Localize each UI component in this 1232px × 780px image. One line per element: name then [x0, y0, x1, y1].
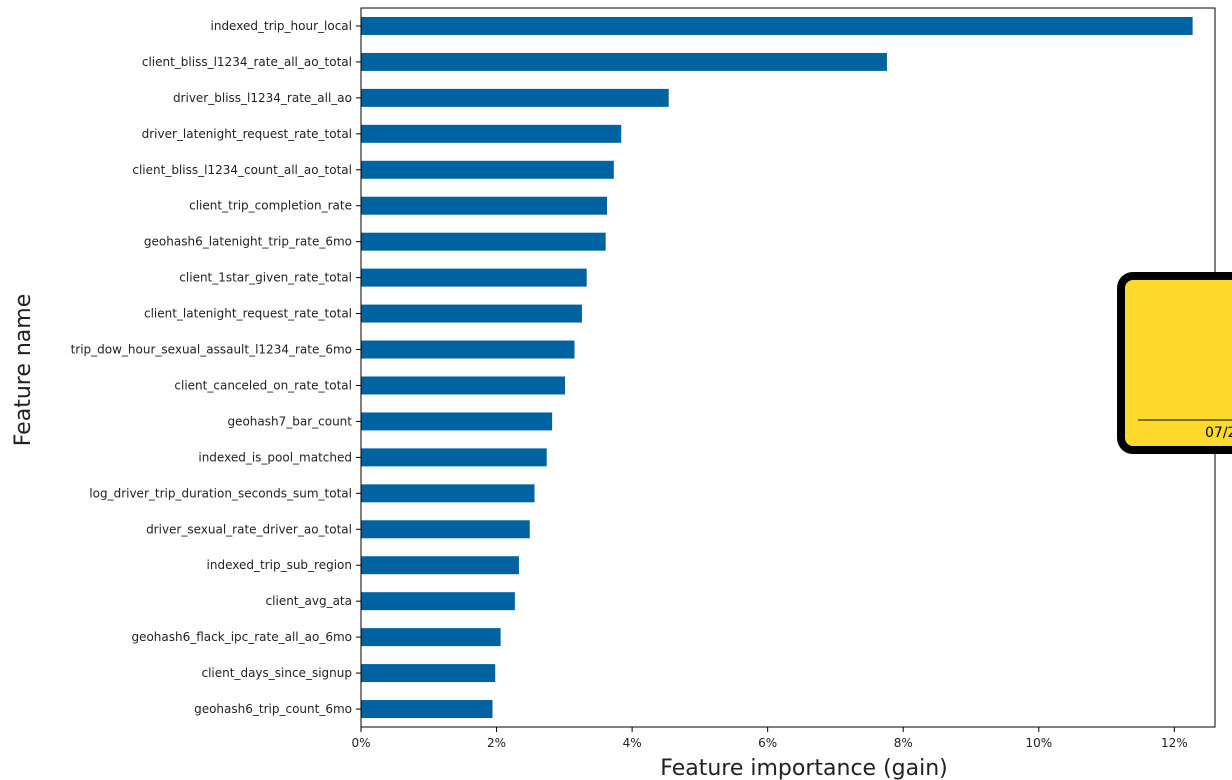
bars-layer	[361, 16, 1193, 719]
x-tick-label: 6%	[758, 736, 777, 750]
y-tick-label: indexed_is_pool_matched	[198, 450, 352, 464]
x-tick-label: 4%	[623, 736, 642, 750]
bar-client_days_since_signup	[361, 664, 496, 683]
bar-indexed_trip_hour_local	[361, 16, 1193, 35]
bar-log_driver_trip_duration_seconds_sum_total	[361, 484, 535, 503]
x-tick-label: 2%	[487, 736, 506, 750]
bar-geohash6_latenight_trip_rate_6mo	[361, 232, 606, 251]
bar-driver_bliss_l1234_rate_all_ao	[361, 88, 669, 107]
y-tick-label: geohash6_flack_ipc_rate_all_ao_6mo	[131, 630, 352, 644]
y-tick-label: client_bliss_l1234_count_all_ao_total	[132, 163, 352, 177]
x-tick-label: 8%	[894, 736, 913, 750]
y-tick-label: indexed_trip_hour_local	[211, 19, 353, 33]
x-tick-label: 10%	[1025, 736, 1052, 750]
y-tick-labels: indexed_trip_hour_local client_bliss_l123…	[71, 19, 353, 716]
y-tick-label: log_driver_trip_duration_seconds_sum_tot…	[89, 486, 352, 500]
bar-driver_latenight_request_rate_total	[361, 124, 622, 143]
bar-geohash7_bar_count	[361, 412, 553, 431]
bar-client_bliss_l1234_count_all_ao_total	[361, 160, 614, 179]
overlay-card-background	[1117, 272, 1232, 454]
x-tick-labels: 0% 2% 4% 6% 8% 10% 12%	[351, 736, 1187, 750]
bar-client_bliss_l1234_rate_all_ao_total	[361, 52, 887, 71]
y-tick-label: client_trip_completion_rate	[189, 199, 352, 213]
y-tick-label: geohash6_trip_count_6mo	[194, 702, 352, 716]
y-tick-label: trip_dow_hour_sexual_assault_l1234_rate_…	[71, 343, 352, 357]
y-tick-label: client_bliss_l1234_rate_all_ao_total	[142, 55, 352, 69]
x-axis-title: Feature importance (gain)	[660, 756, 947, 780]
overlay-date-text: 07/2	[1205, 425, 1232, 441]
y-axis-title: Feature name	[11, 294, 36, 447]
x-tick-label: 0%	[351, 736, 370, 750]
x-tick-label: 12%	[1161, 736, 1188, 750]
y-tick-label: client_1star_given_rate_total	[179, 271, 352, 285]
y-tick-label: client_avg_ata	[266, 594, 352, 608]
y-tick-label: driver_latenight_request_rate_total	[142, 127, 352, 141]
y-tick-label: indexed_trip_sub_region	[207, 558, 352, 572]
bar-client_trip_completion_rate	[361, 196, 608, 215]
bar-indexed_trip_sub_region	[361, 556, 519, 575]
bar-client_1star_given_rate_total	[361, 268, 587, 287]
y-tick-label: client_days_since_signup	[202, 666, 353, 680]
y-tick-label: driver_sexual_rate_driver_ao_total	[146, 522, 352, 536]
y-tick-label: client_latenight_request_rate_total	[144, 307, 352, 321]
bar-driver_sexual_rate_driver_ao_total	[361, 520, 530, 539]
yellow-overlay-card: 07/2	[1117, 272, 1232, 454]
bar-geohash6_trip_count_6mo	[361, 700, 493, 719]
y-tick-label: client_canceled_on_rate_total	[174, 378, 352, 392]
y-tick-label: geohash6_latenight_trip_rate_6mo	[144, 235, 352, 249]
bar-geohash6_flack_ipc_rate_all_ao_6mo	[361, 628, 501, 647]
plot-frame	[360, 7, 1216, 728]
bar-trip_dow_hour_sexual_assault_l1234_rate_6mo	[361, 340, 575, 359]
axes-layer	[356, 7, 1216, 732]
bar-client_canceled_on_rate_total	[361, 376, 566, 395]
bar-indexed_is_pool_matched	[361, 448, 547, 467]
bar-client_latenight_request_rate_total	[361, 304, 582, 323]
y-tick-label: geohash7_bar_count	[227, 414, 352, 428]
bar-client_avg_ata	[361, 592, 515, 611]
y-tick-label: driver_bliss_l1234_rate_all_ao	[173, 91, 352, 105]
